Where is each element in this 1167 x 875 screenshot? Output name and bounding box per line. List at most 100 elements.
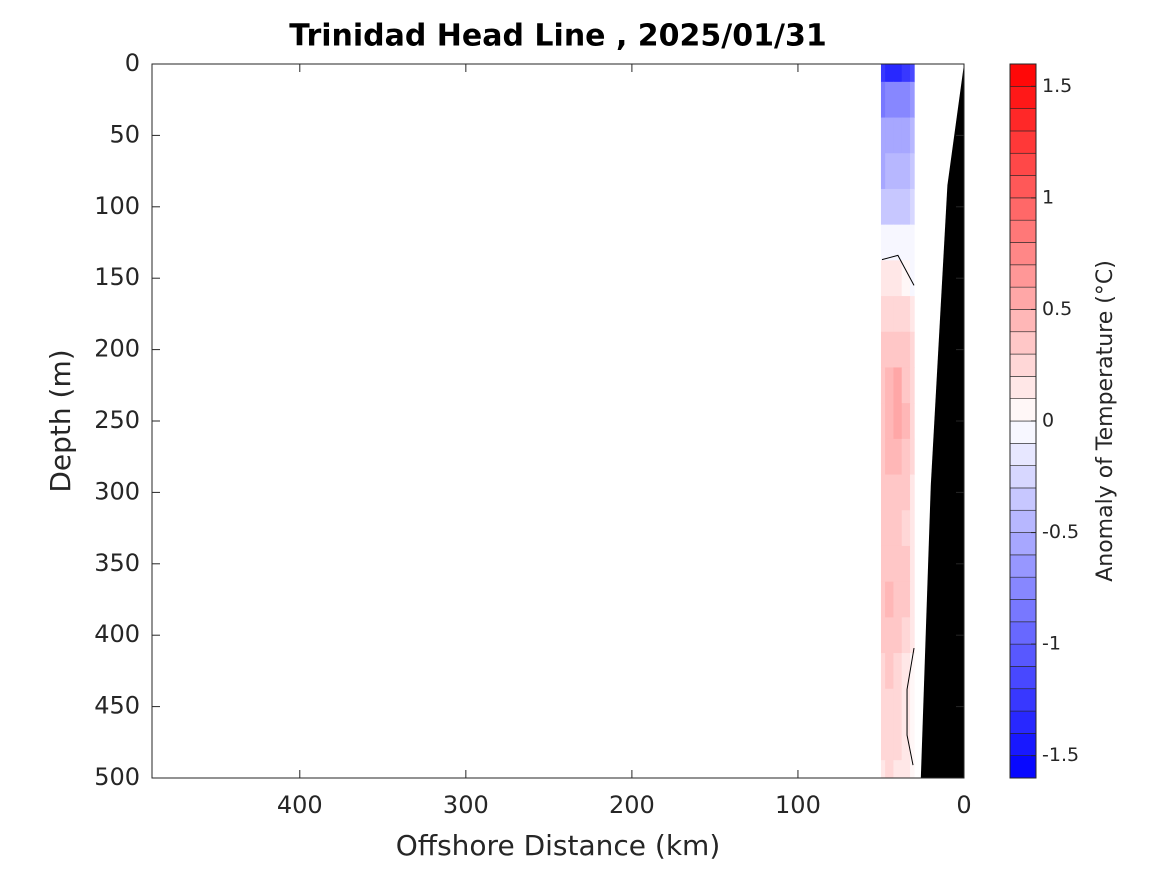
y-tick-label: 300	[94, 477, 140, 505]
contour-cell	[901, 474, 911, 511]
colorbar-band	[1009, 465, 1037, 489]
y-tick-label: 500	[94, 763, 140, 791]
contour-cell	[910, 188, 915, 226]
contour-cell	[880, 367, 886, 404]
contour-cell	[880, 617, 886, 654]
contour-cell	[885, 224, 894, 261]
y-tick-label: 450	[94, 692, 140, 720]
contour-cell	[901, 331, 911, 368]
contour-cell	[910, 438, 915, 476]
contour-cell	[901, 617, 911, 654]
contour-cell	[880, 760, 886, 779]
colorbar-tick-label: 1	[1042, 186, 1054, 208]
contour-cell	[885, 296, 894, 333]
bathymetry	[920, 64, 964, 778]
contour-cell	[893, 474, 903, 511]
x-tick-label: 100	[775, 791, 821, 819]
colorbar-band	[1009, 152, 1037, 176]
contour-cell	[885, 117, 894, 154]
colorbar-band	[1009, 398, 1037, 422]
colorbar-band	[1009, 130, 1037, 154]
colorbar-band	[1009, 509, 1037, 533]
colorbar-label: Anomaly of Temperature (°C)	[1093, 260, 1118, 582]
colorbar-band	[1009, 197, 1037, 221]
colorbar-tick-label: -0.5	[1042, 521, 1079, 543]
contour-cell	[893, 403, 903, 440]
contour-cell	[893, 617, 903, 654]
plot-frame	[151, 63, 965, 779]
contour-cell	[885, 260, 894, 297]
contour-cell	[910, 581, 915, 618]
contour-cell	[885, 510, 894, 547]
contour-cell	[910, 724, 915, 761]
y-axis-label: Depth (m)	[44, 349, 77, 492]
colorbar-band	[1009, 532, 1037, 556]
contour-cell	[910, 260, 915, 297]
y-tick-label: 150	[94, 263, 140, 291]
contour-cell	[880, 653, 886, 690]
contour-cell	[880, 545, 886, 583]
colorbar-band	[1009, 733, 1037, 756]
colorbar-tick-label: 0	[1042, 410, 1054, 432]
contour-cell	[880, 153, 886, 190]
x-tick-label: 0	[956, 791, 971, 819]
chart-title: Trinidad Head Line , 2025/01/31	[289, 19, 826, 54]
contour-cell	[901, 760, 911, 779]
contour-cell	[893, 545, 903, 583]
contour-cell	[901, 403, 911, 440]
contour-cell	[893, 331, 903, 368]
contour-cell	[893, 438, 903, 476]
contour-cell	[893, 260, 903, 297]
colorbar-band	[1009, 175, 1037, 199]
colorbar-band	[1009, 487, 1037, 511]
colorbar-tick-label: 0.5	[1042, 298, 1072, 320]
colorbar-band	[1009, 755, 1037, 779]
contour-cell	[880, 510, 886, 547]
colorbar-band	[1009, 599, 1037, 623]
contour-cell	[910, 64, 915, 83]
contour-cell	[901, 545, 911, 583]
contour-cell	[885, 545, 894, 583]
contour-cell	[901, 296, 911, 333]
colorbar-band	[1009, 309, 1037, 333]
contour-cell	[910, 474, 915, 511]
contour-cell	[893, 296, 903, 333]
y-tick-label: 200	[94, 335, 140, 363]
contour-cell	[910, 545, 915, 583]
contour-cell	[893, 367, 903, 404]
colorbar-band	[1009, 666, 1037, 690]
contour-cell	[910, 688, 915, 725]
contour-cell	[910, 224, 915, 261]
contour-cell	[885, 617, 894, 654]
x-tick-label: 400	[277, 791, 323, 819]
contour-cell	[880, 117, 886, 154]
y-tick-label: 350	[94, 549, 140, 577]
contour-cell	[893, 153, 903, 190]
contour-cell	[901, 153, 911, 190]
contour-cell	[885, 81, 894, 119]
contour-cell	[910, 296, 915, 333]
y-tick-label: 250	[94, 406, 140, 434]
contour-cell	[880, 260, 886, 297]
contour-cell	[910, 760, 915, 779]
contour-cell	[880, 403, 886, 440]
y-tick-label: 100	[94, 192, 140, 220]
contour-cell	[893, 64, 903, 83]
contour-cell	[880, 224, 886, 261]
colorbar-tick-label: -1	[1042, 633, 1061, 655]
x-tick-label: 200	[609, 791, 655, 819]
contour-cell	[880, 438, 886, 476]
contour-cell	[910, 117, 915, 154]
contour-cell	[885, 724, 894, 761]
contour-cell	[880, 81, 886, 119]
colorbar-band	[1009, 710, 1037, 734]
zero-contour	[906, 647, 915, 766]
contour-cell	[910, 331, 915, 368]
contour-cell	[901, 724, 911, 761]
contour-cell	[885, 64, 894, 83]
y-tick-label: 400	[94, 620, 140, 648]
contour-cell	[885, 653, 894, 690]
colorbar-band	[1009, 242, 1037, 266]
contour-cell	[893, 653, 903, 690]
